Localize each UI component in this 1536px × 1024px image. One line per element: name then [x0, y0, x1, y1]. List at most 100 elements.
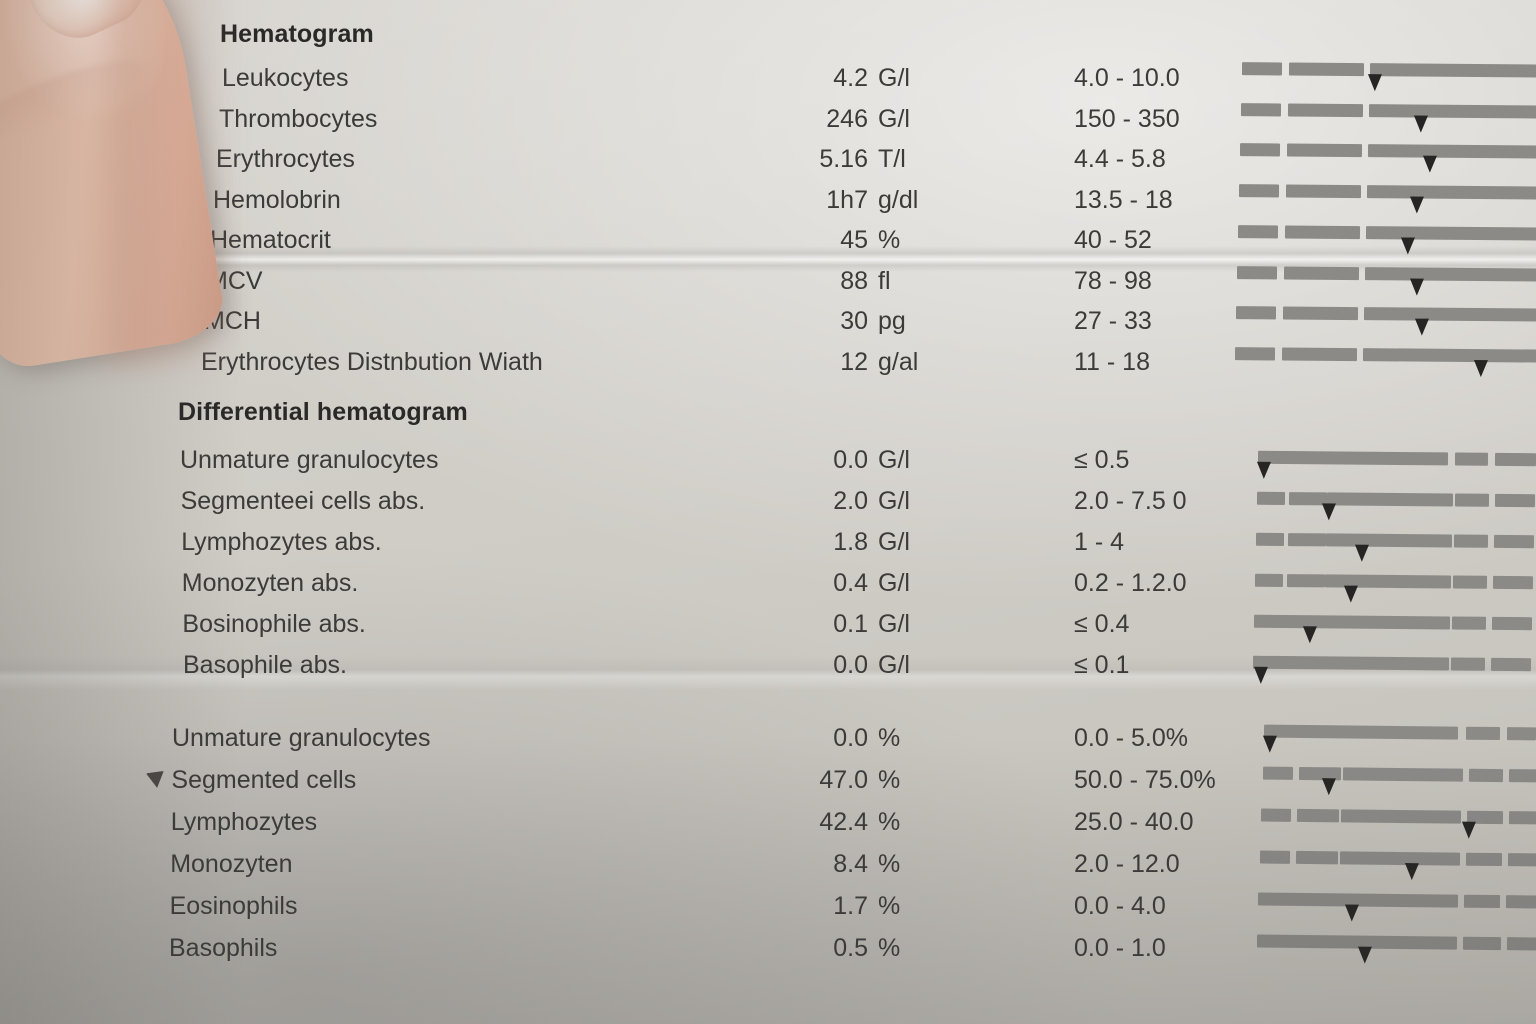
value-marker-icon — [1461, 821, 1476, 839]
table-row: Basophils 0.5% 0.0 - 1.0 — [0, 928, 1536, 968]
measured-value: 0.1 — [833, 610, 868, 638]
measured-value: 8.4 — [833, 850, 868, 878]
analyte-label: Erythrocytes Distnbution Wiath — [201, 347, 543, 376]
reference-range: 1 - 4 — [1074, 528, 1125, 556]
range-bar-segment — [1468, 768, 1503, 783]
analyte-label: Monozyten — [170, 850, 293, 878]
value-marker-icon — [1422, 155, 1437, 174]
measurement-unit: % — [878, 808, 901, 836]
range-bar-segment — [1241, 62, 1283, 76]
range-bar-segment — [1465, 726, 1501, 741]
measured-value: 0.4 — [833, 569, 868, 597]
measured-value: 88 — [840, 266, 868, 295]
analyte-label: Segmented cells — [171, 766, 357, 794]
value-marker-icon — [1354, 544, 1369, 562]
analyte-label: Segmenteei cells abs. — [180, 487, 426, 515]
table-row: Unmature granulocytes 0.0 G/l ≤ 0.5 — [0, 440, 1536, 480]
table-row: Unmature granulocytes 0.0% 0.0 - 5.0% — [0, 718, 1536, 758]
reference-range: 0.0 - 5.0% — [1074, 724, 1188, 752]
value-marker-icon — [1253, 666, 1268, 684]
range-bar-segment — [1256, 491, 1286, 506]
value-marker-icon — [1321, 503, 1336, 521]
range-bar-segment — [1368, 103, 1536, 119]
analyte-label: Hematocrit — [210, 226, 331, 254]
range-bar-segment — [1508, 811, 1536, 825]
analyte-label: Monozyten abs. — [181, 569, 359, 597]
measurement-unit: % — [878, 724, 901, 752]
measured-value: 0.0 — [833, 724, 868, 752]
reference-range: 0.2 - 1.2.0 — [1074, 569, 1187, 597]
range-bar-segment — [1463, 894, 1501, 909]
measured-value: 1.8 — [833, 528, 868, 556]
measured-value: 0.0 — [833, 651, 868, 679]
range-bar-segment — [1284, 225, 1361, 239]
range-bar-segment — [1454, 493, 1490, 507]
range-bar-segment — [1288, 62, 1365, 77]
range-bar-segment — [1451, 616, 1487, 630]
range-bar-segment — [1239, 143, 1281, 157]
range-bar-segment — [1364, 266, 1536, 282]
reference-range-bar — [1253, 614, 1533, 644]
reference-range-bar — [1256, 450, 1536, 479]
range-bar-segment — [1494, 452, 1536, 467]
reference-range: 50.0 - 75.0% — [1074, 766, 1216, 794]
reference-range-bar — [1252, 655, 1532, 684]
table-row: Leukocytes 4.2 G/l 4.0 - 10.0 — [0, 58, 1536, 98]
section-title-hematogram: Hematogram — [220, 20, 374, 48]
reference-range: 27 - 33 — [1074, 307, 1152, 335]
range-bar-segment — [1287, 103, 1364, 117]
analyte-label: Erythrocytes — [216, 145, 355, 173]
analyte-label: Unmature granulocytes — [180, 446, 439, 474]
analyte-label: Eosinophils — [169, 892, 298, 920]
analyte-label: MCV — [207, 266, 263, 295]
range-bar-segment — [1256, 934, 1457, 950]
value-marker-icon — [1321, 778, 1336, 796]
range-bar-segment — [1490, 657, 1532, 672]
range-bar-segment — [1295, 850, 1338, 865]
measured-value: 246 — [826, 104, 868, 133]
measured-value: 30 — [840, 307, 868, 335]
measured-value: 4.2 — [833, 64, 868, 92]
range-bar-segment — [1363, 307, 1536, 323]
range-bar-segment — [1252, 655, 1450, 671]
value-marker-icon — [1400, 237, 1415, 255]
range-bar-segment — [1450, 657, 1486, 671]
measurement-unit: fl — [878, 266, 891, 295]
reference-range-bar — [1256, 491, 1536, 521]
measurement-unit: g/al — [878, 347, 919, 376]
reference-range: 78 - 98 — [1074, 266, 1152, 295]
range-bar-segment — [1259, 850, 1290, 864]
reference-range: 150 - 350 — [1074, 104, 1180, 133]
range-bar-segment — [1237, 224, 1279, 239]
range-bar-segment — [1491, 616, 1533, 631]
measurement-unit: % — [878, 934, 901, 962]
measurement-unit: % — [878, 892, 901, 920]
range-bar-segment — [1260, 808, 1292, 822]
table-row: Monozyten 8.4% 2.0 - 12.0 — [0, 844, 1536, 884]
range-bar-segment — [1506, 937, 1536, 951]
range-bar-segment — [1253, 614, 1451, 630]
reference-range: 2.0 - 12.0 — [1074, 850, 1180, 878]
value-marker-icon — [1414, 318, 1429, 336]
reference-range: 4.4 - 5.8 — [1074, 145, 1166, 173]
value-marker-icon — [1367, 74, 1382, 92]
range-bar-segment — [1506, 727, 1536, 741]
reference-range-bar — [1254, 573, 1534, 603]
value-marker-icon — [1409, 278, 1424, 296]
measurement-unit: g/dl — [878, 185, 919, 214]
range-bar-segment — [1339, 851, 1460, 866]
analyte-label: Basophils — [169, 934, 278, 962]
reference-range: 0.0 - 4.0 — [1074, 892, 1166, 920]
range-bar-segment — [1505, 895, 1536, 909]
range-bar-segment — [1325, 533, 1453, 548]
reference-range: 13.5 - 18 — [1074, 185, 1173, 214]
range-bar-segment — [1362, 348, 1536, 363]
reference-range: 2.0 - 7.5 0 — [1074, 487, 1187, 515]
reference-range: ≤ 0.1 — [1074, 651, 1130, 679]
measured-value: 0.5 — [833, 934, 868, 962]
value-marker-icon — [1409, 196, 1424, 214]
range-bar-segment — [1234, 347, 1276, 361]
range-bar-segment — [1326, 492, 1454, 507]
value-marker-icon — [1357, 946, 1372, 964]
